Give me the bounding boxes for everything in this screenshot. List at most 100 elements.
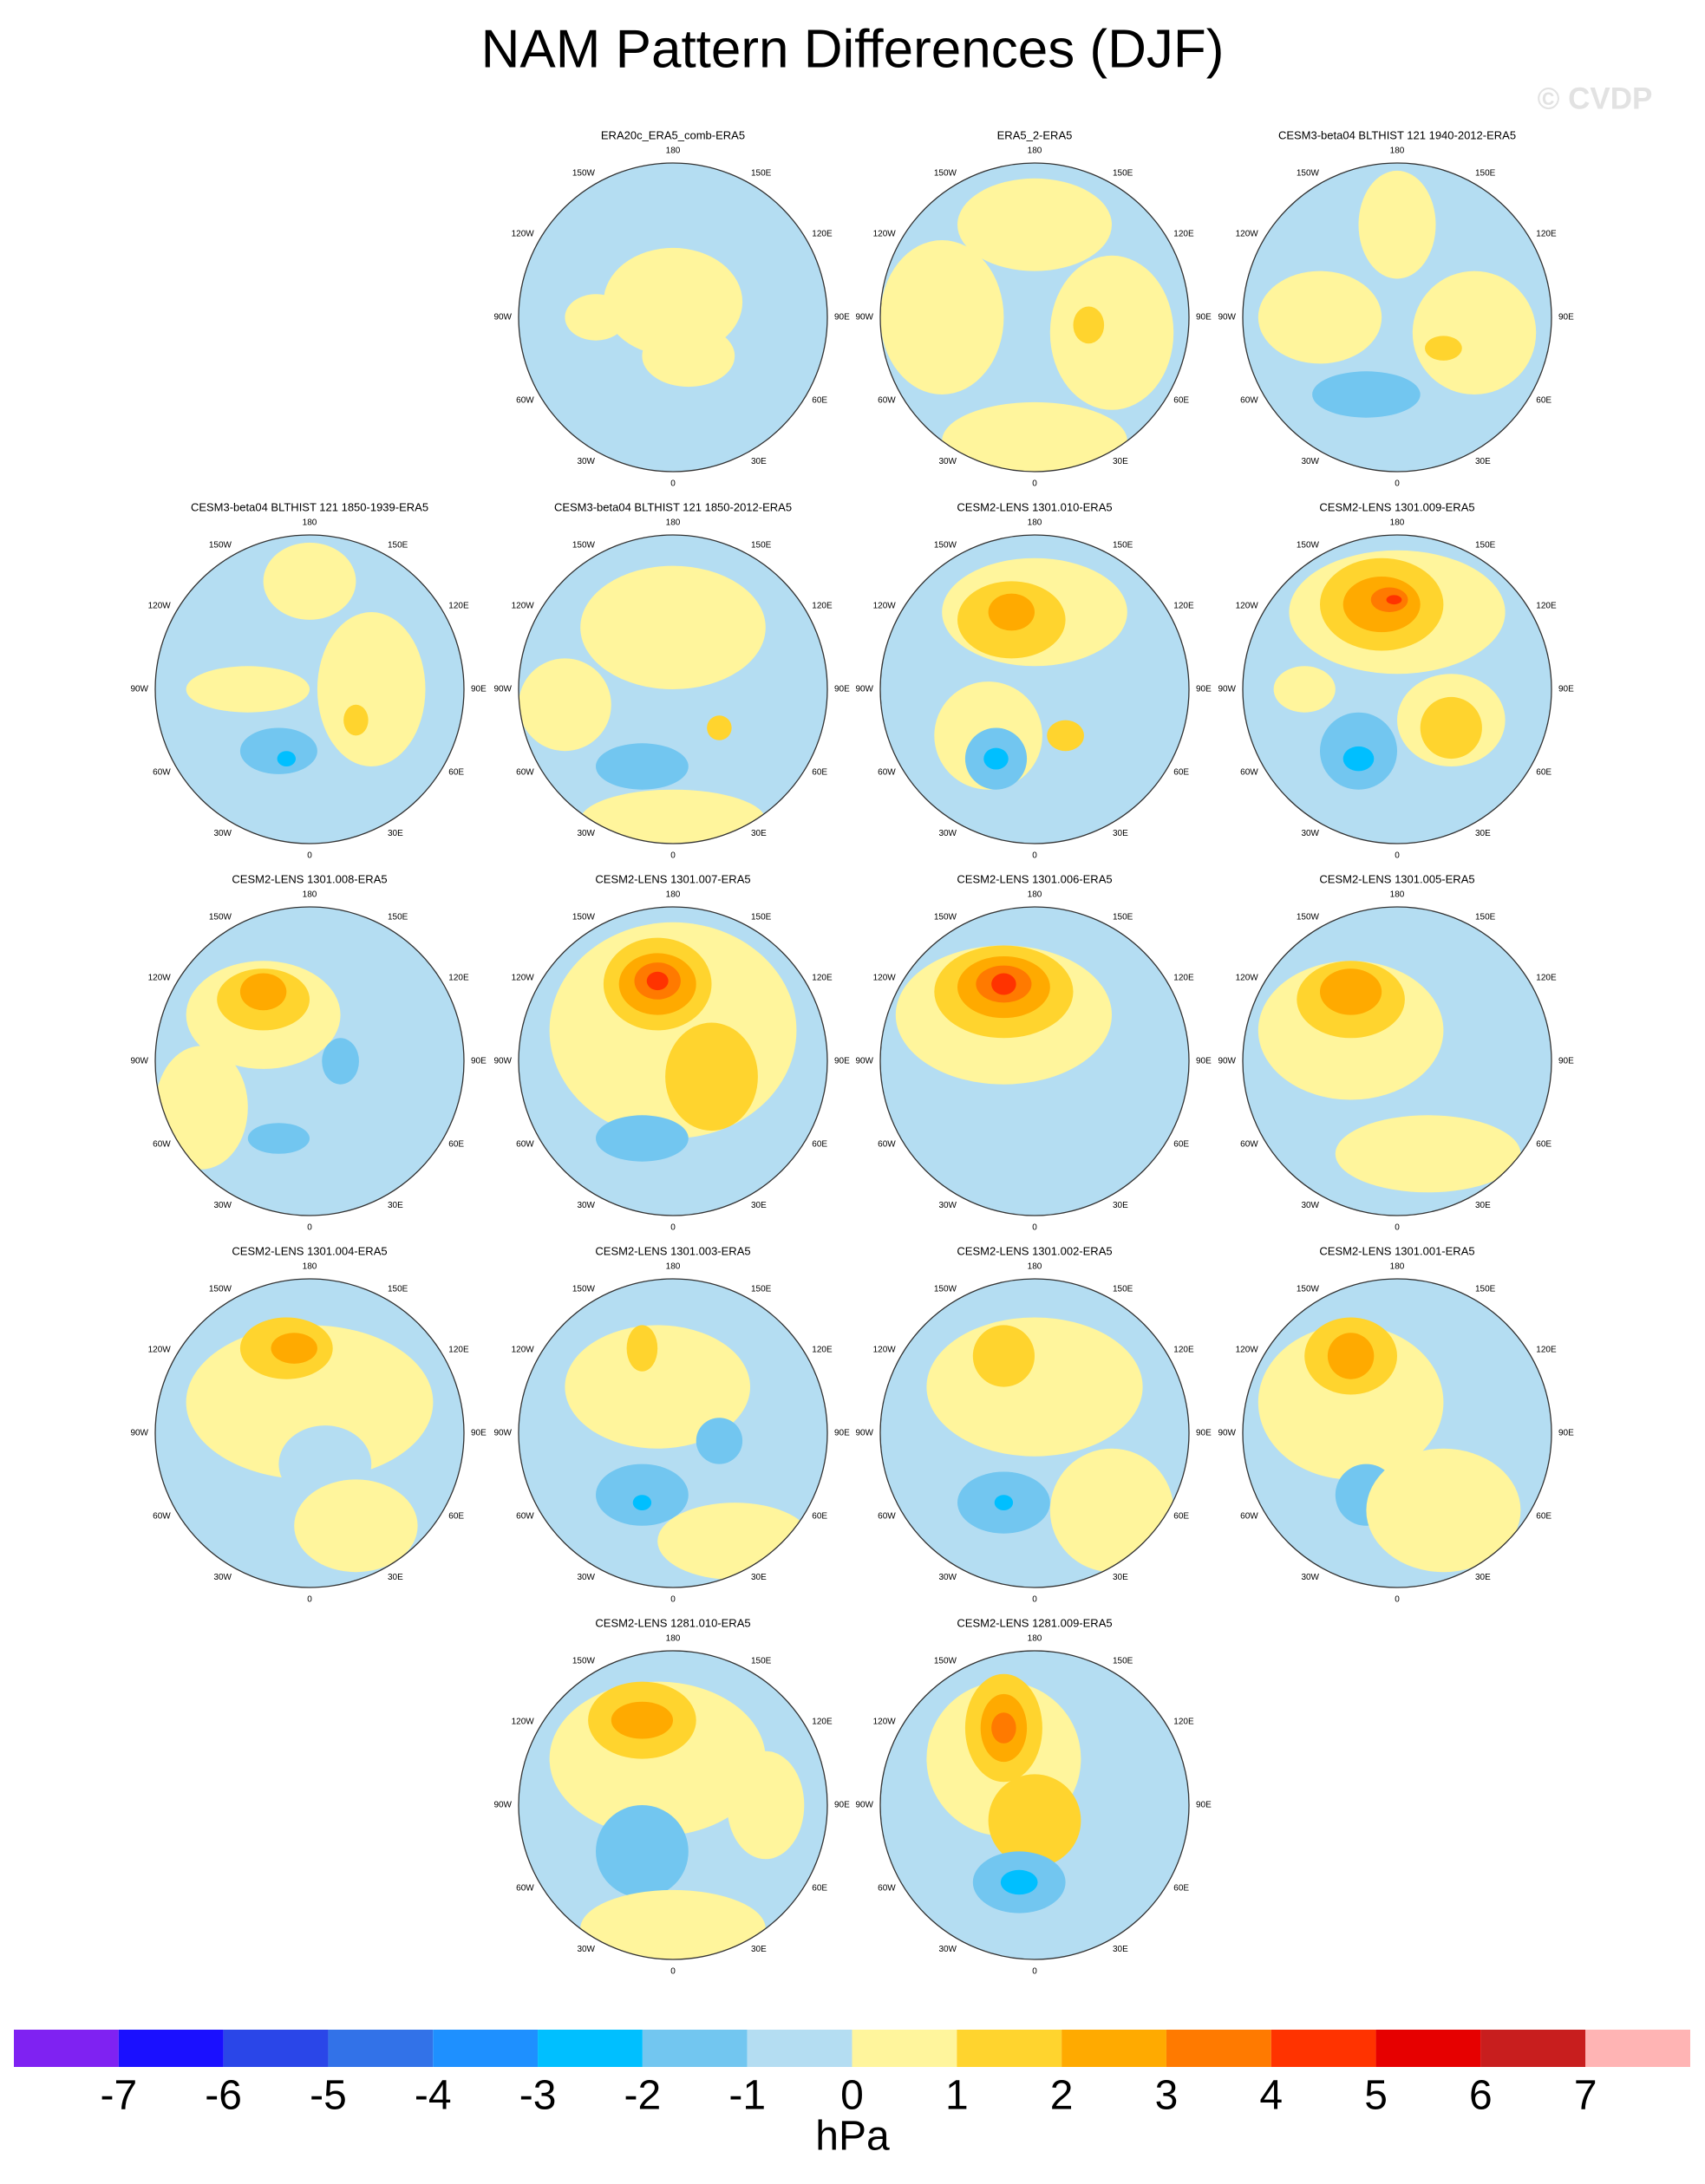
field-contour [247, 1123, 310, 1154]
lon-label: 120W [1236, 1346, 1259, 1355]
map-panel: CESM3-beta04 BLTHIST 121 1940-2012-ERA5 1… [1218, 128, 1574, 488]
lon-label: 30W [577, 457, 595, 466]
lon-label: 90W [1218, 1057, 1236, 1066]
lon-label: 150E [1475, 912, 1496, 922]
lon-label: 120E [1173, 974, 1194, 983]
lon-label: 180 [666, 1634, 681, 1644]
colorbar-box [1271, 2030, 1376, 2067]
lon-label: 0 [1395, 1595, 1400, 1605]
lon-label: 120E [812, 1346, 833, 1355]
lon-label: 0 [1032, 1967, 1037, 1977]
field-contour [271, 1333, 317, 1364]
field-contour [239, 973, 287, 1011]
lon-label: 120E [448, 602, 469, 611]
colorbar-tick-label: 7 [1574, 2073, 1597, 2119]
map-field [895, 945, 1112, 1085]
field-contour [1327, 1333, 1375, 1379]
colorbar-box [1480, 2030, 1586, 2067]
field-contour [596, 1464, 689, 1526]
panel-title: CESM2-LENS 1281.009-ERA5 [957, 1616, 1112, 1629]
field-contour [696, 1418, 743, 1464]
field-contour [1320, 968, 1382, 1015]
lon-label: 120W [873, 1346, 897, 1355]
lon-label: 150E [1475, 1284, 1496, 1294]
lon-label: 150W [572, 168, 596, 178]
field-contour [263, 542, 356, 620]
lon-label: 0 [307, 1223, 312, 1233]
panel-title: CESM2-LENS 1301.005-ERA5 [1319, 872, 1474, 885]
lon-label: 120W [512, 974, 535, 983]
field-contour [565, 1325, 750, 1449]
lon-label: 30W [577, 1201, 595, 1210]
lon-label: 150W [1297, 168, 1320, 178]
lon-label: 60W [878, 1140, 896, 1150]
map-field [186, 542, 426, 774]
field-contour [880, 240, 1004, 394]
lon-label: 90W [130, 1057, 148, 1066]
lon-label: 120W [1236, 974, 1259, 983]
map-outline [154, 1278, 465, 1588]
lon-label: 150W [934, 168, 957, 178]
field-contour [642, 324, 735, 388]
map-panel: ERA20c_ERA5_comb-ERA5 180 150E 120E 90E 60E 30… [493, 128, 850, 488]
lon-label: 120W [512, 602, 535, 611]
colorbar-tick-label: -3 [519, 2073, 557, 2119]
lon-label: 90E [1196, 1429, 1212, 1438]
lon-label: 90E [1196, 1057, 1212, 1066]
field-contour [317, 612, 426, 766]
lon-label: 90E [1558, 685, 1574, 694]
colorbar-tick-label: -6 [205, 2073, 242, 2119]
colorbar-tick-label: -2 [624, 2073, 662, 2119]
lon-label: 180 [1028, 147, 1042, 156]
map-field [186, 1317, 434, 1573]
lon-label: 60W [878, 1512, 896, 1522]
field-contour [596, 743, 689, 790]
lon-label: 180 [666, 1262, 681, 1272]
lon-label: 0 [307, 1595, 312, 1605]
lon-label: 0 [670, 1595, 676, 1605]
field-contour [665, 1022, 758, 1131]
field-contour [611, 1701, 674, 1739]
colorbar-box [747, 2030, 852, 2067]
lon-label: 60E [1536, 1512, 1551, 1522]
map-panel: CESM2-LENS 1301.003-ERA5 180 150E 120E 90E 60… [493, 1244, 850, 1604]
lon-label: 120E [812, 230, 833, 239]
lon-label: 60E [812, 1140, 827, 1150]
map-outline [518, 1278, 828, 1588]
lon-label: 30W [938, 829, 957, 838]
lon-label: 60W [878, 768, 896, 778]
lon-label: 90W [130, 685, 148, 694]
lon-label: 30E [751, 1201, 767, 1210]
panel-title: CESM2-LENS 1301.010-ERA5 [957, 500, 1112, 513]
lon-label: 150W [1297, 912, 1320, 922]
lon-label: 30E [388, 829, 403, 838]
lon-label: 120W [1236, 230, 1259, 239]
field-contour [1358, 170, 1436, 279]
lon-label: 30W [938, 1573, 957, 1582]
lon-label: 60E [1536, 768, 1551, 778]
map-field [1258, 170, 1537, 418]
lon-label: 60E [812, 1884, 827, 1894]
lon-label: 150W [572, 1656, 596, 1666]
lon-label: 30E [1475, 829, 1491, 838]
lon-label: 60W [878, 396, 896, 406]
map-panel: CESM2-LENS 1301.009-ERA5 180 150E 120E 90E 60… [1218, 500, 1574, 860]
lon-label: 0 [670, 479, 676, 489]
field-contour [1425, 336, 1462, 361]
lon-label: 120E [1173, 602, 1194, 611]
lon-label: 150W [209, 912, 232, 922]
lon-label: 90E [471, 685, 487, 694]
lon-label: 30W [938, 1201, 957, 1210]
map-outline [879, 906, 1190, 1216]
map-outline [518, 1650, 828, 1960]
map-field [1258, 1317, 1521, 1573]
field-contour [1366, 1448, 1521, 1573]
map-panel: CESM2-LENS 1281.009-ERA5 180 150E 120E 90E 60… [855, 1616, 1212, 1976]
panel-title: CESM2-LENS 1301.007-ERA5 [595, 872, 750, 885]
lon-label: 150W [934, 540, 957, 550]
lon-label: 150E [388, 1284, 408, 1294]
map-panel: CESM2-LENS 1301.007-ERA5 180 150E 120E 90E 60… [493, 872, 850, 1232]
lon-label: 60W [1240, 768, 1258, 778]
field-contour [626, 1325, 658, 1372]
lon-label: 90E [471, 1057, 487, 1066]
